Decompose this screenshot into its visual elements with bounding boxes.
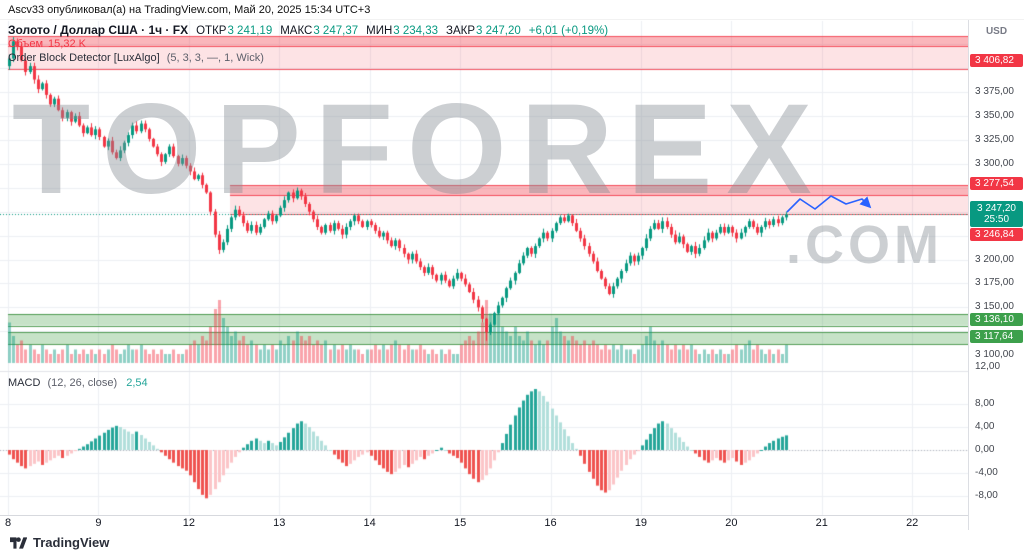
macd-tick-label: 4,00 bbox=[975, 421, 995, 432]
ohlc-high: МАКС 3 247,37 bbox=[280, 25, 359, 37]
publication-header: Ascv33 опубликовал(а) на TradingView.com… bbox=[0, 0, 1024, 20]
orderblock-params: (5, 3, 3, —, 1, Wick) bbox=[166, 52, 264, 64]
bar-countdown: 25:50 bbox=[983, 214, 1010, 225]
date-label: 9 bbox=[95, 517, 102, 529]
price-tick-label: 3 100,00 bbox=[975, 349, 1014, 360]
publication-header-text: Ascv33 опубликовал(а) на TradingView.com… bbox=[8, 4, 371, 16]
date-label: 20 bbox=[725, 517, 738, 529]
symbol-legend[interactable]: Золото / Доллар США · 1ч · FX ОТКР 3 241,… bbox=[8, 23, 608, 37]
price-tick-label: 3 175,00 bbox=[975, 277, 1014, 288]
ohlc-close: ЗАКР 3 247,20 bbox=[446, 25, 521, 37]
current-price-value: 3 247,20 bbox=[977, 203, 1016, 214]
footer-bar: TradingView bbox=[0, 530, 1024, 555]
date-label: 8 bbox=[4, 517, 12, 529]
date-label: 21 bbox=[815, 517, 828, 529]
price-tick-label: 3 300,00 bbox=[975, 158, 1014, 169]
date-label: 19 bbox=[634, 517, 648, 529]
volume-value: 15,32 K bbox=[48, 38, 86, 50]
price-tick-label: 3 350,00 bbox=[975, 110, 1014, 121]
macd-tick-label: -4,00 bbox=[975, 467, 998, 478]
symbol-title[interactable]: Золото / Доллар США · 1ч · FX bbox=[8, 23, 189, 37]
current-price-badge: 3 247,20 25:50 bbox=[970, 201, 1023, 227]
supply-zone-price-badge: 3 246,84 bbox=[970, 228, 1023, 241]
chart-canvas[interactable] bbox=[0, 0, 968, 530]
date-label: 16 bbox=[544, 517, 557, 529]
price-axis[interactable]: USD 3 247,20 25:50 3 375,00 3 350,00 3 325… bbox=[968, 20, 1024, 530]
price-tick-label: 3 200,00 bbox=[975, 254, 1014, 265]
demand-zone-price-badge: 3 136,10 bbox=[970, 313, 1023, 326]
price-change: +6,01 (+0,19%) bbox=[528, 25, 609, 37]
supply-zone-price-badge: 3 277,54 bbox=[970, 177, 1023, 190]
volume-legend[interactable]: Объем 15,32 K bbox=[8, 38, 86, 50]
price-tick-label: 3 150,00 bbox=[975, 301, 1014, 312]
orderblock-label: Order Block Detector [LuxAlgo] bbox=[8, 52, 160, 64]
macd-legend[interactable]: MACD (12, 26, close) 2,54 bbox=[8, 377, 148, 389]
volume-tick-label: 12,00 bbox=[975, 361, 1001, 372]
currency-label[interactable]: USD bbox=[985, 26, 1008, 37]
macd-tick-label: 8,00 bbox=[975, 398, 995, 409]
tradingview-brand[interactable]: TradingView bbox=[33, 535, 110, 550]
macd-tick-label: 0,00 bbox=[975, 444, 995, 455]
macd-label: MACD bbox=[8, 377, 41, 389]
date-label: 14 bbox=[363, 517, 376, 529]
macd-value: 2,54 bbox=[126, 377, 148, 389]
date-label: 12 bbox=[182, 517, 195, 529]
tradingview-logo-icon[interactable] bbox=[10, 536, 27, 549]
ohlc-low: МИН 3 234,33 bbox=[366, 25, 439, 37]
macd-tick-label: -8,00 bbox=[975, 490, 998, 501]
volume-label: Объем bbox=[8, 38, 44, 50]
time-axis[interactable]: 8 9 12 13 14 15 16 19 20 21 22 bbox=[0, 515, 968, 531]
macd-params: (12, 26, close) bbox=[47, 377, 118, 389]
date-label: 13 bbox=[273, 517, 286, 529]
supply-zone-price-badge: 3 406,82 bbox=[970, 54, 1023, 67]
demand-zone-price-badge: 3 117,64 bbox=[970, 330, 1023, 343]
ohlc-open: ОТКР 3 241,19 bbox=[196, 25, 273, 37]
price-tick-label: 3 325,00 bbox=[975, 134, 1014, 145]
date-label: 15 bbox=[453, 517, 467, 529]
date-label: 22 bbox=[906, 517, 919, 529]
price-tick-label: 3 375,00 bbox=[975, 86, 1014, 97]
orderblock-legend[interactable]: Order Block Detector [LuxAlgo] (5, 3, 3,… bbox=[8, 52, 264, 64]
